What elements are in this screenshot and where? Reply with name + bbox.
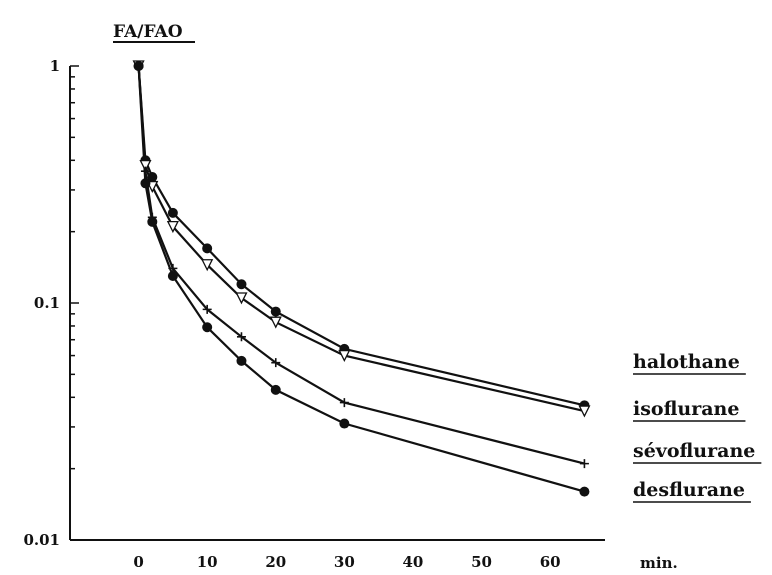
data-point xyxy=(202,304,212,314)
data-point xyxy=(140,178,151,189)
x-tick-label: 40 xyxy=(403,553,424,571)
data-point xyxy=(269,316,282,329)
data-point xyxy=(270,306,281,317)
x-tick-label: 30 xyxy=(334,553,355,571)
y-tick-label: 0.01 xyxy=(23,531,60,549)
series-line-4 xyxy=(137,65,585,493)
x-tick-label: 0 xyxy=(133,553,143,571)
data-point xyxy=(235,292,248,305)
data-point xyxy=(202,322,213,333)
x-axis-label: min. xyxy=(640,554,678,572)
legend-entry: halothane xyxy=(633,351,740,373)
data-point xyxy=(339,398,349,408)
y-tick-label: 1 xyxy=(50,57,60,75)
legend: halothane isoflurane sévoflurane desflurane xyxy=(633,351,762,503)
data-point xyxy=(236,279,247,290)
data-point xyxy=(579,459,589,469)
data-point xyxy=(147,172,158,183)
chart-title: FA/FAO xyxy=(113,22,183,42)
data-point xyxy=(271,358,281,368)
legend-entry: sévoflurane xyxy=(633,440,755,462)
data-point xyxy=(579,486,590,497)
data-point xyxy=(147,216,158,227)
data-point xyxy=(339,418,350,429)
axes: 1 0.1 0.01 0 10 20 30 40 50 60 xyxy=(23,57,605,571)
x-tick-label: 50 xyxy=(471,553,492,571)
data-point xyxy=(133,61,144,71)
data-point xyxy=(201,259,214,272)
series-markers xyxy=(132,60,591,497)
y-tick-label: 0.1 xyxy=(34,294,60,312)
x-tick-label: 20 xyxy=(265,553,286,571)
data-point xyxy=(140,166,150,176)
series-lines xyxy=(137,65,585,493)
data-point xyxy=(270,384,281,395)
data-point xyxy=(139,159,152,173)
data-point xyxy=(578,405,591,418)
series-line-1 xyxy=(137,65,585,407)
data-point xyxy=(167,207,178,218)
data-point xyxy=(167,270,178,281)
data-point xyxy=(166,220,179,234)
legend-entry: desflurane xyxy=(633,479,745,501)
series-line-2 xyxy=(137,65,585,413)
data-point xyxy=(202,243,213,254)
legend-entry: isoflurane xyxy=(633,398,739,420)
data-point xyxy=(338,349,351,363)
data-point xyxy=(236,355,247,366)
data-point xyxy=(236,332,246,342)
x-tick-label: 10 xyxy=(197,553,218,571)
x-tick-label: 60 xyxy=(540,553,561,571)
